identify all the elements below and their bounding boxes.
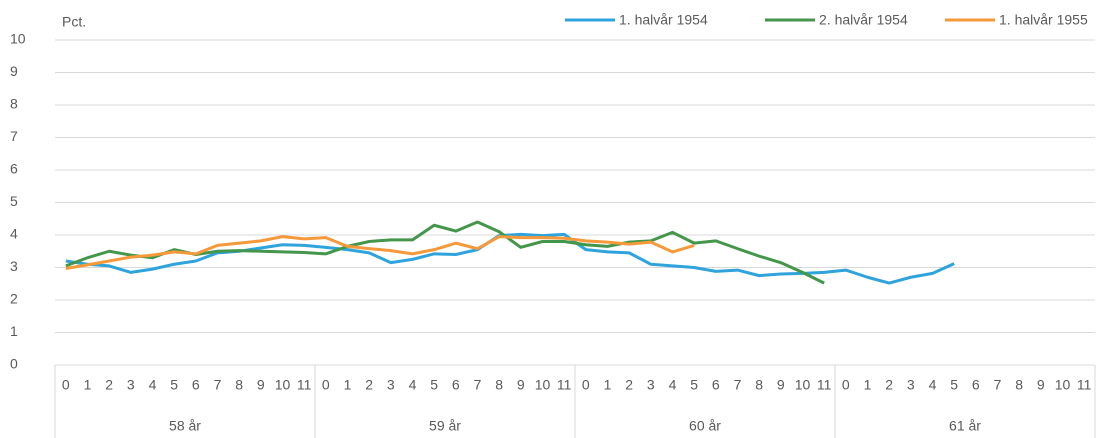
- y-tick-label: 1: [10, 323, 18, 339]
- series-line: [65, 235, 695, 270]
- x-tick-label: 0: [842, 377, 850, 393]
- y-tick-label: 2: [10, 291, 18, 307]
- group-label: 61 år: [949, 418, 981, 434]
- x-tick-label: 7: [994, 377, 1002, 393]
- x-tick-label: 2: [625, 377, 633, 393]
- x-tick-label: 11: [817, 377, 832, 393]
- x-tick-label: 5: [170, 377, 178, 393]
- x-tick-label: 4: [409, 377, 417, 393]
- x-tick-label: 1: [864, 377, 872, 393]
- x-tick-label: 2: [365, 377, 373, 393]
- x-tick-label: 1: [84, 377, 92, 393]
- y-tick-label: 8: [10, 96, 18, 112]
- y-tick-label: 0: [10, 356, 18, 372]
- x-tick-label: 4: [929, 377, 937, 393]
- x-tick-label: 7: [474, 377, 482, 393]
- group-label: 58 år: [169, 418, 201, 434]
- y-tick-label: 6: [10, 161, 18, 177]
- x-tick-label: 11: [297, 377, 312, 393]
- x-tick-label: 8: [1015, 377, 1023, 393]
- y-tick-label: 5: [10, 193, 18, 209]
- x-tick-label: 8: [495, 377, 503, 393]
- x-tick-label: 10: [1055, 377, 1071, 393]
- y-tick-label: 3: [10, 258, 18, 274]
- x-tick-label: 0: [322, 377, 330, 393]
- x-tick-label: 2: [105, 377, 113, 393]
- x-tick-label: 9: [777, 377, 785, 393]
- x-tick-label: 7: [214, 377, 222, 393]
- x-tick-label: 3: [907, 377, 915, 393]
- group-label: 60 år: [689, 418, 721, 434]
- x-tick-label: 6: [192, 377, 200, 393]
- legend-label: 1. halvår 1955: [999, 12, 1088, 28]
- y-axis-label: Pct.: [62, 14, 86, 30]
- x-tick-label: 6: [712, 377, 720, 393]
- x-tick-label: 1: [344, 377, 352, 393]
- x-tick-label: 11: [1077, 377, 1092, 393]
- y-tick-label: 9: [10, 63, 18, 79]
- x-tick-label: 5: [690, 377, 698, 393]
- legend-label: 1. halvår 1954: [619, 12, 708, 28]
- x-tick-label: 5: [430, 377, 438, 393]
- x-tick-label: 6: [452, 377, 460, 393]
- x-tick-label: 0: [62, 377, 70, 393]
- x-tick-label: 9: [1037, 377, 1045, 393]
- x-tick-label: 3: [647, 377, 655, 393]
- x-tick-label: 10: [535, 377, 551, 393]
- x-tick-label: 4: [669, 377, 677, 393]
- x-tick-label: 8: [235, 377, 243, 393]
- y-tick-label: 7: [10, 128, 18, 144]
- x-tick-label: 10: [275, 377, 291, 393]
- x-tick-label: 5: [950, 377, 958, 393]
- x-tick-label: 6: [972, 377, 980, 393]
- x-tick-label: 11: [557, 377, 572, 393]
- group-label: 59 år: [429, 418, 461, 434]
- x-tick-label: 4: [149, 377, 157, 393]
- x-tick-label: 3: [127, 377, 135, 393]
- x-tick-label: 0: [582, 377, 590, 393]
- x-tick-label: 7: [734, 377, 742, 393]
- x-tick-label: 9: [257, 377, 265, 393]
- x-tick-label: 8: [755, 377, 763, 393]
- x-tick-label: 9: [517, 377, 525, 393]
- x-tick-label: 2: [885, 377, 893, 393]
- legend-label: 2. halvår 1954: [819, 12, 908, 28]
- x-tick-label: 1: [604, 377, 612, 393]
- y-tick-label: 4: [10, 226, 18, 242]
- x-tick-label: 3: [387, 377, 395, 393]
- x-tick-label: 10: [795, 377, 811, 393]
- series-line: [65, 232, 955, 285]
- y-tick-label: 10: [10, 31, 26, 47]
